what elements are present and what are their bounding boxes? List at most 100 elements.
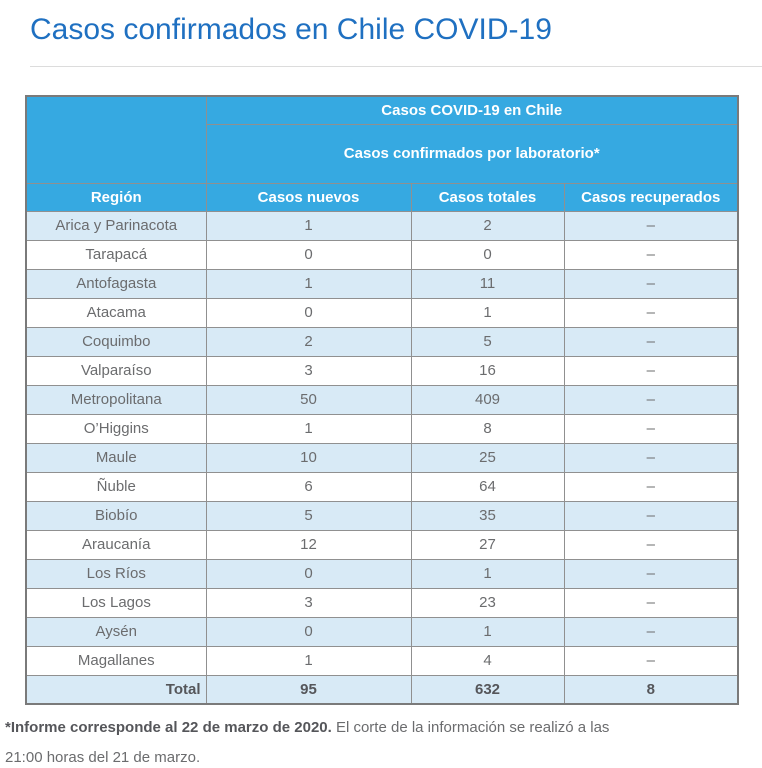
casos-nuevos-cell: 1 [205,645,412,676]
region-name-cell: Magallanes [25,645,207,676]
casos-recuperados-cell: – [563,355,739,386]
footnote-bold-text: *Informe corresponde al 22 de marzo de 2… [5,719,332,736]
region-row: Maule 10 25– [25,442,739,473]
casos-recuperados-cell: – [563,616,739,647]
region-name-cell: Los Lagos [25,587,207,618]
casos-totales-cell: 11 [410,268,565,299]
casos-recuperados-cell: – [563,297,739,328]
casos-nuevos-cell: 1 [205,413,412,444]
casos-totales-cell: 35 [410,500,565,531]
region-name-cell: Atacama [25,297,207,328]
region-row: Valparaíso 3 16– [25,355,739,386]
casos-nuevos-cell: 3 [205,587,412,618]
casos-totales-cell: 5 [410,326,565,357]
casos-recuperados-cell: – [563,268,739,299]
region-name-cell: Ñuble [25,471,207,502]
casos-recuperados-cell: – [563,239,739,270]
footnote-regular-text: El corte de la información se realizó a … [331,719,610,736]
column-header-casos-recuperados: Casos recuperados [563,182,739,212]
casos-nuevos-cell: 0 [205,558,412,589]
casos-totales-cell: 25 [410,442,565,473]
region-row: Araucanía 12 27– [25,529,739,560]
casos-recuperados-cell: – [563,529,739,560]
table-body: Arica y Parinacota 1 2– Tarapacá 0 0– Antofaga… [25,210,739,676]
casos-nuevos-cell: 2 [205,326,412,357]
region-name-cell: O’Higgins [25,413,207,444]
casos-nuevos-cell: 12 [205,529,412,560]
region-name-cell: Metropolitana [25,384,207,415]
casos-recuperados-cell: – [563,558,739,589]
header-row-main: Casos COVID-19 en Chile [25,95,739,184]
casos-totales-cell: 2 [410,210,565,241]
region-row: O’Higgins 1 8– [25,413,739,444]
report-footnote: *Informe corresponde al 22 de marzo de 2… [5,713,725,768]
region-name-cell: Antofagasta [25,268,207,299]
casos-totales-cell: 64 [410,471,565,502]
casos-recuperados-cell: – [563,384,739,415]
casos-recuperados-cell: – [563,471,739,502]
casos-nuevos-cell: 0 [205,239,412,270]
region-row: Biobío 5 35– [25,500,739,531]
casos-totales-cell: 1 [410,297,565,328]
total-casos-recuperados-cell: 8 [563,674,739,705]
total-label-cell: Total [25,674,207,705]
total-casos-nuevos-cell: 95 [205,674,412,705]
total-casos-totales-cell: 632 [410,674,565,705]
column-header-casos-totales: Casos totales [410,182,565,212]
casos-recuperados-cell: – [563,326,739,357]
footnote-line2: 21:00 horas del 21 de marzo. [5,749,201,766]
region-row: Coquimbo 2 5– [25,326,739,357]
region-row: Ñuble 6 64– [25,471,739,502]
casos-totales-cell: 4 [410,645,565,676]
corner-blank-cell [25,95,207,184]
header-row-subtitle: Casos confirmados por laboratorio* [26,123,739,184]
region-name-cell: Los Ríos [25,558,207,589]
casos-totales-cell: 16 [410,355,565,386]
casos-recuperados-cell: – [563,210,739,241]
casos-nuevos-cell: 0 [205,297,412,328]
region-row: Magallanes 1 4– [25,645,739,676]
table-header: Casos COVID-19 en Chile Casos confirmado… [25,95,739,212]
title-divider [30,66,762,67]
region-row: Los Lagos 3 23– [25,587,739,618]
table-main-title: Casos COVID-19 en Chile [205,95,739,125]
casos-nuevos-cell: 0 [205,616,412,647]
region-name-cell: Araucanía [25,529,207,560]
casos-nuevos-cell: 50 [205,384,412,415]
region-name-cell: Valparaíso [25,355,207,386]
casos-nuevos-cell: 3 [205,355,412,386]
region-row: Aysén 0 1– [25,616,739,647]
region-row: Antofagasta 1 11– [25,268,739,299]
header-row-columns: Región Casos nuevos Casos totales Casos … [25,182,739,212]
casos-totales-cell: 23 [410,587,565,618]
region-name-cell: Coquimbo [25,326,207,357]
region-row: Arica y Parinacota 1 2– [25,210,739,241]
page: Casos confirmados en Chile COVID-19 Caso… [0,13,762,768]
casos-nuevos-cell: 5 [205,500,412,531]
casos-recuperados-cell: – [563,442,739,473]
table-subtitle: Casos confirmados por laboratorio* [205,123,739,184]
column-header-casos-nuevos: Casos nuevos [205,182,412,212]
casos-recuperados-cell: – [563,500,739,531]
casos-recuperados-cell: – [563,645,739,676]
region-name-cell: Aysén [25,616,207,647]
total-row: Total 95 632 8 [25,674,739,705]
casos-nuevos-cell: 1 [205,210,412,241]
casos-totales-cell: 409 [410,384,565,415]
casos-recuperados-cell: – [563,587,739,618]
casos-totales-cell: 1 [410,616,565,647]
region-name-cell: Biobío [25,500,207,531]
covid-cases-table: Casos COVID-19 en Chile Casos confirmado… [25,95,739,705]
page-title: Casos confirmados en Chile COVID-19 [30,13,552,46]
region-name-cell: Arica y Parinacota [25,210,207,241]
column-header-region: Región [25,182,207,212]
casos-totales-cell: 27 [410,529,565,560]
casos-nuevos-cell: 6 [205,471,412,502]
region-name-cell: Tarapacá [25,239,207,270]
region-row: Tarapacá 0 0– [25,239,739,270]
casos-nuevos-cell: 1 [205,268,412,299]
region-name-cell: Maule [25,442,207,473]
casos-totales-cell: 8 [410,413,565,444]
casos-totales-cell: 1 [410,558,565,589]
casos-recuperados-cell: – [563,413,739,444]
